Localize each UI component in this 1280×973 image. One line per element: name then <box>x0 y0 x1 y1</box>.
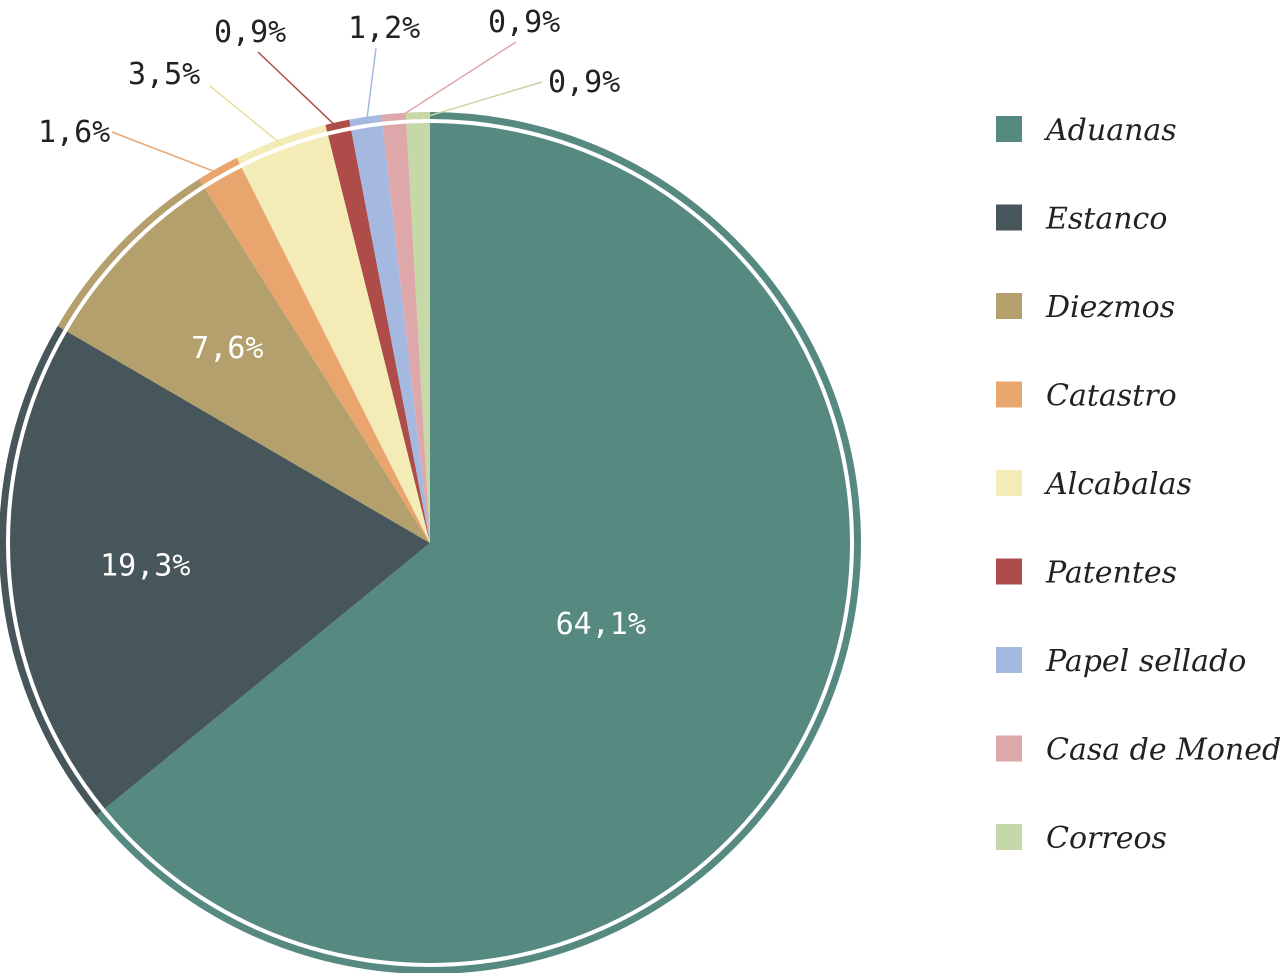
legend-label-patentes: Patentes <box>1045 556 1177 591</box>
ring-estanco <box>0 325 102 816</box>
ring-patentes <box>325 119 351 132</box>
slice-labels: 64,1% 19,3% 7,6% 1,6% 3,5% 0,9% 1,2% 0,9% 0,9% <box>38 5 646 642</box>
legend-swatch-papel-sellado <box>996 647 1022 673</box>
label-alcabalas: 3,5% <box>128 57 200 92</box>
leader-casa-de-moneda <box>393 41 517 122</box>
ring-alcabalas <box>236 124 328 165</box>
leader-lines <box>111 41 543 175</box>
legend-label-diezmos: Diezmos <box>1045 290 1175 325</box>
legend-swatch-correos <box>996 824 1022 850</box>
label-casa-de-moneda: 0,9% <box>488 5 560 40</box>
slice-aduanas[interactable] <box>104 123 851 963</box>
slice-correos[interactable] <box>406 123 430 543</box>
ring-diezmos <box>57 179 203 330</box>
legend-swatch-estanco <box>996 204 1022 231</box>
leader-catastro <box>111 131 222 175</box>
slice-casa-de-moneda[interactable] <box>382 123 430 543</box>
legend-swatch-casa-de-moneda <box>996 735 1022 762</box>
ring-aduanas <box>96 112 861 973</box>
leader-patentes <box>257 51 340 130</box>
legend-swatch-alcabalas <box>996 470 1022 496</box>
legend-swatch-diezmos <box>996 293 1022 319</box>
pie-slices <box>10 123 851 963</box>
legend-label-casa-de-moneda: Casa de Moneda <box>1046 733 1280 768</box>
legend: Aduanas Estanco Diezmos Catastro Alcabalas Pa… <box>996 113 1280 856</box>
label-papel-sellado: 1,2% <box>348 11 420 46</box>
leader-alcabalas <box>209 85 284 147</box>
ring-catastro <box>199 157 240 186</box>
legend-label-estanco: Estanco <box>1045 202 1167 237</box>
pie-outer-rings <box>0 112 861 973</box>
ring-casa-de-moneda <box>381 112 407 122</box>
label-diezmos: 7,6% <box>191 331 263 366</box>
legend-label-alcabalas: Alcabalas <box>1043 467 1192 502</box>
ring-papel-sellado <box>349 114 383 127</box>
legend-swatch-catastro <box>996 381 1022 408</box>
legend-swatch-patentes <box>996 558 1022 585</box>
slice-patentes[interactable] <box>328 130 430 543</box>
legend-label-catastro: Catastro <box>1046 379 1177 414</box>
slice-alcabalas[interactable] <box>241 135 430 544</box>
slice-catastro[interactable] <box>204 167 430 543</box>
label-estanco: 19,3% <box>100 548 190 583</box>
leader-papel-sellado <box>365 47 377 124</box>
label-patentes: 0,9% <box>214 15 286 50</box>
legend-label-correos: Correos <box>1046 821 1167 856</box>
leader-correos <box>417 81 543 120</box>
slice-estanco[interactable] <box>10 331 430 809</box>
slice-diezmos[interactable] <box>67 188 431 544</box>
label-correos: 0,9% <box>548 65 620 100</box>
legend-label-papel-sellado: Papel sellado <box>1045 644 1246 679</box>
label-catastro: 1,6% <box>38 115 110 150</box>
label-aduanas: 64,1% <box>556 607 646 642</box>
legend-swatch-aduanas <box>996 116 1022 142</box>
legend-label-aduanas: Aduanas <box>1043 113 1177 148</box>
slice-papel-sellado[interactable] <box>351 125 430 543</box>
